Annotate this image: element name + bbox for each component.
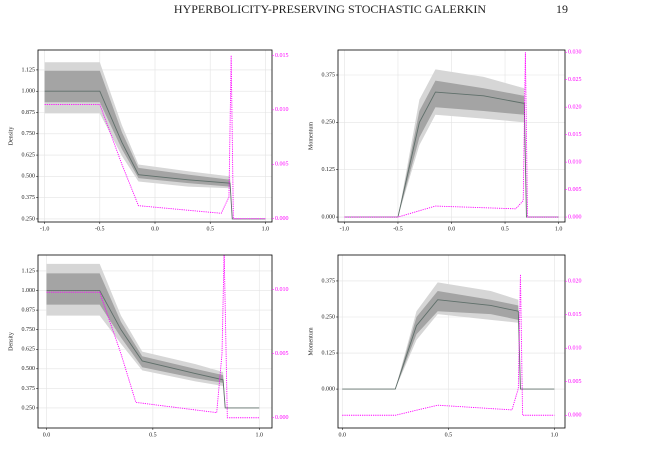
y2-tick-label: 0.000: [275, 415, 289, 421]
y2-tick-label: 0.005: [275, 162, 289, 168]
y-tick-label: 0.625: [22, 152, 36, 158]
y-tick-label: 0.375: [322, 72, 336, 78]
x-tick-label: 1.0: [555, 226, 563, 232]
y-tick-label: 0.500: [22, 174, 36, 180]
y2-tick-label: 0.015: [568, 132, 582, 138]
x-tick-label: -0.5: [95, 226, 105, 232]
variance-line: [342, 274, 555, 416]
x-tick-label: 0.0: [338, 432, 346, 438]
variance-line: [344, 52, 559, 218]
variance-line: [46, 255, 260, 419]
x-tick-label: 0.0: [43, 432, 51, 438]
uncertainty-band: [46, 273, 260, 408]
y-tick-label: 0.375: [322, 278, 336, 284]
uncertainty-band: [342, 291, 555, 390]
y2-tick-label: 0.005: [568, 187, 582, 193]
mean-line: [342, 299, 555, 390]
plot-background: [338, 255, 565, 428]
x-tick-label: 0.5: [149, 432, 157, 438]
plot: 0.0 0.5 1.0 0.000 0.125 0.250 0.375 0.000 0.005 0…: [308, 254, 582, 438]
y2-tick-label: 0.010: [568, 346, 582, 352]
y-tick-label: 0.375: [22, 195, 36, 201]
y2-tick-label: 0.010: [275, 107, 289, 113]
y2-tick-label: 0.020: [568, 105, 582, 111]
x-tick-label: 0.0: [151, 226, 159, 232]
y-tick-label: 0.750: [22, 131, 36, 137]
page-number: 19: [556, 2, 568, 16]
plot-frame: [37, 254, 273, 429]
plot-frame: [337, 254, 566, 429]
mean-line: [44, 90, 266, 220]
x-tick-label: 1.0: [551, 432, 559, 438]
data-layer: [344, 52, 559, 218]
y2-tick-label: 0.020: [568, 279, 582, 285]
x-tick-label: 0.5: [445, 432, 453, 438]
y2-tick-label: 0.010: [275, 287, 289, 293]
y2-tick-label: 0.000: [275, 216, 289, 222]
y-axis-label: Momentum: [308, 327, 314, 355]
y2-tick-label: 0.000: [568, 413, 582, 419]
y-tick-label: 1.000: [22, 89, 36, 95]
x-tick-label: 1.0: [255, 432, 263, 438]
y-axis-label: Density: [8, 127, 14, 146]
y-tick-label: 0.250: [22, 216, 36, 222]
mean-line: [344, 91, 559, 218]
x-tick-label: -0.5: [393, 226, 403, 232]
plot: -1.0 -0.5 0.0 0.5 1.0 0.250 0.375 0.500 0.625 0.7…: [8, 49, 289, 232]
y2-tick-label: 0.005: [275, 351, 289, 357]
uncertainty-band: [344, 80, 559, 218]
y2-tick-label: 0.015: [568, 312, 582, 318]
x-tick-label: 0.5: [206, 226, 214, 232]
data-layer: [44, 55, 266, 220]
y-tick-label: 0.250: [322, 314, 336, 320]
x-tick-label: 0.0: [448, 226, 456, 232]
data-layer: [46, 255, 260, 419]
y-tick-label: 0.375: [22, 386, 36, 392]
y2-tick-label: 0.005: [568, 379, 582, 385]
y2-tick-label: 0.030: [568, 50, 582, 56]
y-tick-label: 0.875: [22, 110, 36, 116]
y-tick-label: 0.750: [22, 327, 36, 333]
y2-tick-label: 0.025: [568, 77, 582, 83]
y-tick-label: 1.125: [22, 67, 36, 73]
x-tick-label: 0.5: [501, 226, 509, 232]
x-tick-label: -1.0: [340, 226, 350, 232]
y-axis-label: Momentum: [308, 122, 314, 150]
mean-line: [46, 290, 260, 409]
plot: -1.0 -0.5 0.0 0.5 1.0 0.000 0.125 0.250 0.375 0.0…: [308, 50, 581, 233]
y-tick-label: 0.000: [322, 386, 336, 392]
plot: 0.0 0.5 1.0 0.250 0.375 0.500 0.625 0.750 0.875 1…: [8, 254, 289, 438]
y2-tick-label: 0.000: [568, 214, 582, 220]
variance-line: [44, 55, 266, 220]
y-tick-label: 0.000: [322, 214, 336, 220]
y-axis-label: Density: [8, 332, 14, 351]
y2-tick-label: 0.010: [568, 159, 582, 165]
y2-tick-label: 0.015: [275, 53, 289, 59]
y-tick-label: 0.250: [22, 405, 36, 411]
y-tick-label: 0.500: [22, 366, 36, 372]
y-tick-label: 0.875: [22, 307, 36, 313]
data-layer: [342, 274, 555, 416]
running-header: HYPERBOLICITY-PRESERVING STOCHASTIC GALE…: [174, 2, 486, 16]
y-tick-label: 1.000: [22, 288, 36, 294]
y-tick-label: 0.125: [322, 167, 336, 173]
x-tick-label: -1.0: [40, 226, 50, 232]
y-tick-label: 0.625: [22, 347, 36, 353]
y-tick-label: 1.125: [22, 268, 36, 274]
x-tick-label: 1.0: [262, 226, 270, 232]
y-tick-label: 0.125: [322, 350, 336, 356]
y-tick-label: 0.250: [322, 120, 336, 126]
